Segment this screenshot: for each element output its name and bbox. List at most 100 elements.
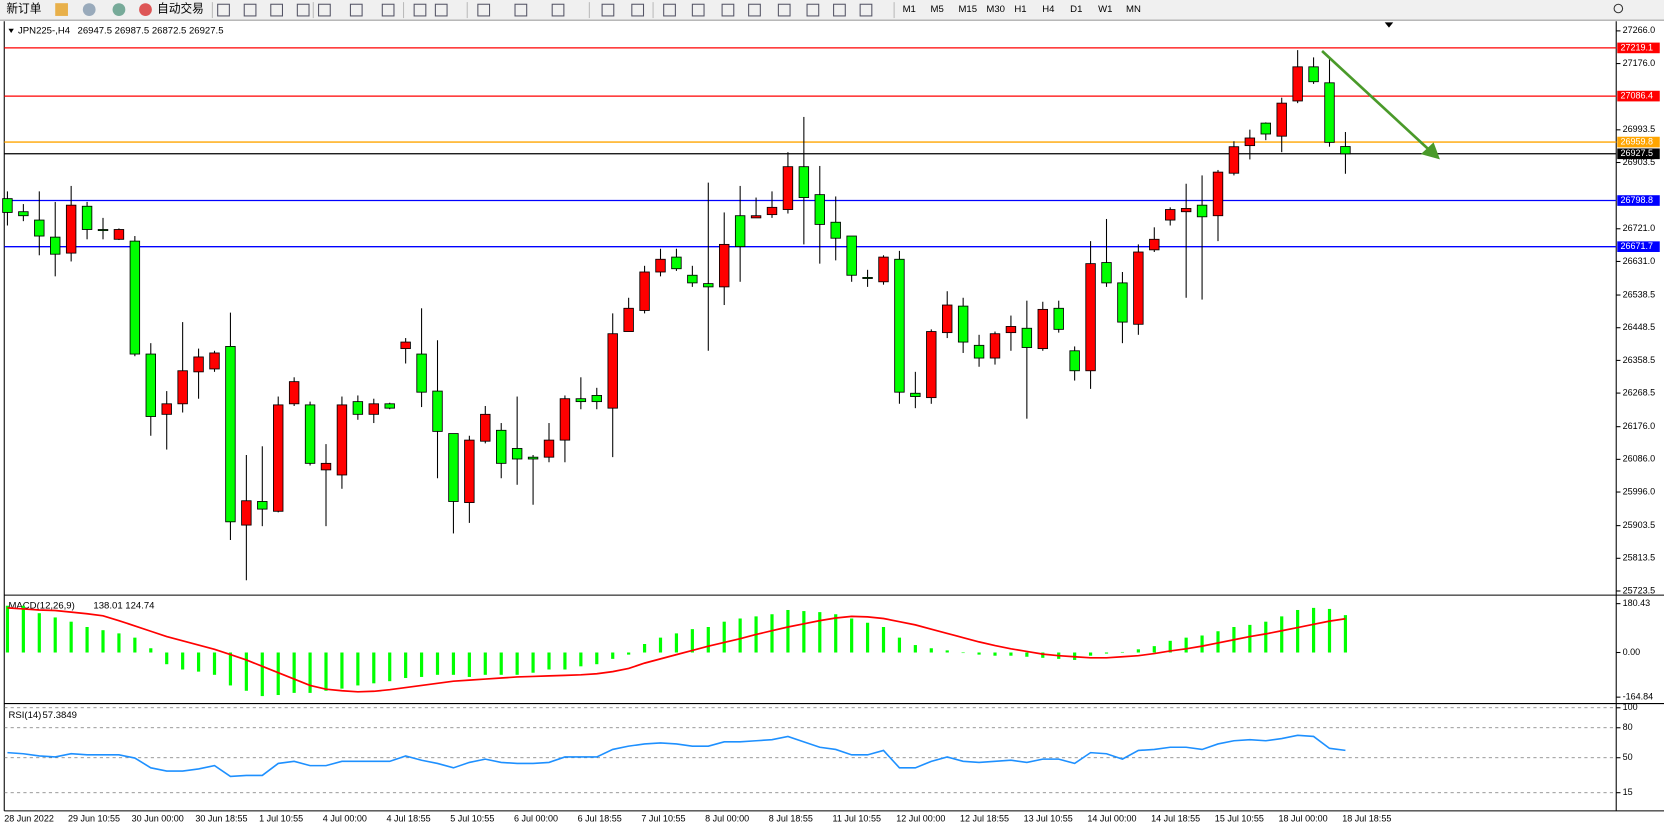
y-tick-label: 26268.5 xyxy=(1623,387,1656,397)
tool-icon[interactable] xyxy=(601,3,615,17)
tool-icon[interactable] xyxy=(631,3,645,17)
macd-bar xyxy=(595,652,599,665)
macd-bar xyxy=(515,652,519,675)
candle-body xyxy=(1196,204,1208,218)
timeframe-button[interactable]: M5 xyxy=(931,4,944,15)
candle-body xyxy=(273,404,284,512)
macd-bar xyxy=(1025,652,1029,657)
new-order-button[interactable]: 新订单 xyxy=(6,2,41,16)
tool-icon[interactable] xyxy=(434,3,448,17)
tool-icon[interactable] xyxy=(777,3,791,17)
macd-title: MACD(12,26,9) xyxy=(8,600,74,611)
tool-icon[interactable] xyxy=(833,3,846,17)
candle-body xyxy=(257,501,268,510)
rsi-title: RSI(14) xyxy=(8,710,41,721)
candle-body xyxy=(1228,146,1240,174)
timeframe-button[interactable]: H1 xyxy=(1014,4,1026,15)
macd-bar xyxy=(435,652,440,675)
macd-bar xyxy=(642,644,647,653)
candle-body xyxy=(193,356,204,373)
tool-icon[interactable] xyxy=(413,3,427,17)
macd-bar xyxy=(260,652,264,697)
macd-bar xyxy=(1327,608,1332,653)
candle-body xyxy=(129,240,141,355)
tool-icon[interactable] xyxy=(477,3,491,17)
macd-bar xyxy=(850,618,854,653)
candle-body xyxy=(511,448,523,460)
candle-body xyxy=(687,274,698,284)
macd-bar xyxy=(674,633,679,653)
macd-bar xyxy=(5,605,10,653)
macd-bar xyxy=(419,652,424,677)
ohlc-low: 26872.5 xyxy=(152,25,187,36)
macd-bar xyxy=(101,630,105,653)
timeframe-button[interactable]: M30 xyxy=(986,4,1005,15)
tool-icon[interactable] xyxy=(349,3,363,17)
candle-body xyxy=(750,215,762,219)
macd-bar xyxy=(1264,621,1268,653)
macd-bar xyxy=(276,652,280,696)
tool-icon[interactable] xyxy=(806,3,820,17)
tool-icon[interactable] xyxy=(514,3,528,17)
auto-trading-button[interactable]: 自动交易 xyxy=(157,2,204,16)
macd-bar xyxy=(738,618,742,653)
icon[interactable] xyxy=(112,3,126,16)
macd-bar xyxy=(181,652,185,670)
candle-body xyxy=(846,235,857,276)
icon[interactable] xyxy=(55,3,68,16)
y-tick-label: 26358.5 xyxy=(1623,355,1656,365)
tool-icon[interactable] xyxy=(663,3,676,17)
tool-icon[interactable] xyxy=(296,3,310,17)
macd-bar xyxy=(1088,652,1093,656)
macd-signal-value: 124.74 xyxy=(125,600,155,611)
candle-body xyxy=(1244,137,1256,147)
macd-bar xyxy=(165,652,169,665)
macd-bar xyxy=(1216,631,1220,653)
level-label-text: 26798.8 xyxy=(1620,195,1653,205)
y-tick-label: 26538.5 xyxy=(1623,289,1656,299)
candle-body xyxy=(719,243,730,288)
tool-icon[interactable] xyxy=(381,3,395,17)
x-tick-label: 15 Jul 10:55 xyxy=(1215,814,1264,824)
timeframe-button[interactable]: W1 xyxy=(1098,4,1112,15)
timeframe-button[interactable]: H4 xyxy=(1042,4,1055,15)
x-tick-label: 18 Jul 00:00 xyxy=(1279,814,1328,824)
candle-body xyxy=(65,204,77,254)
search-icon[interactable] xyxy=(1613,3,1624,14)
tool-icon[interactable] xyxy=(270,3,283,17)
x-tick-label: 12 Jul 18:55 xyxy=(960,814,1009,824)
candle-body xyxy=(336,404,348,476)
tool-icon[interactable] xyxy=(551,3,565,17)
macd-bar xyxy=(1168,640,1172,653)
tool-icon[interactable] xyxy=(859,3,873,17)
icon[interactable] xyxy=(82,3,96,16)
timeframe-button[interactable]: MN xyxy=(1126,4,1141,15)
auto-trading-icon[interactable] xyxy=(139,3,152,16)
tool-icon[interactable] xyxy=(721,3,735,17)
macd-bar xyxy=(531,652,535,673)
level-label-bg xyxy=(1617,148,1660,160)
candle-body xyxy=(2,198,13,213)
timeframe-button[interactable]: D1 xyxy=(1070,4,1082,15)
x-tick-label: 5 Jul 10:55 xyxy=(450,814,494,824)
macd-bar xyxy=(1120,651,1125,653)
macd-bar xyxy=(53,617,57,653)
tool-icon[interactable] xyxy=(318,3,331,17)
tool-icon[interactable] xyxy=(243,3,257,17)
timeframe-button[interactable]: M15 xyxy=(958,4,977,15)
candle-body xyxy=(1133,251,1144,325)
level-label-text: 27086.4 xyxy=(1620,90,1653,100)
x-tick-label: 13 Jul 10:55 xyxy=(1024,814,1073,824)
macd-bar xyxy=(292,652,296,693)
candle-body xyxy=(926,331,937,399)
candle-body xyxy=(798,166,810,198)
tool-icon[interactable] xyxy=(691,3,705,17)
level-label: 27086.4 xyxy=(1617,90,1660,102)
tool-icon[interactable] xyxy=(217,3,230,17)
candle-body xyxy=(384,403,395,409)
y-tick-label: 26176.0 xyxy=(1623,421,1656,431)
tool-icon[interactable] xyxy=(748,3,761,17)
candle-body xyxy=(989,333,1001,359)
timeframe-button[interactable]: M1 xyxy=(903,4,916,15)
level-label-text: 26671.7 xyxy=(1620,241,1653,251)
